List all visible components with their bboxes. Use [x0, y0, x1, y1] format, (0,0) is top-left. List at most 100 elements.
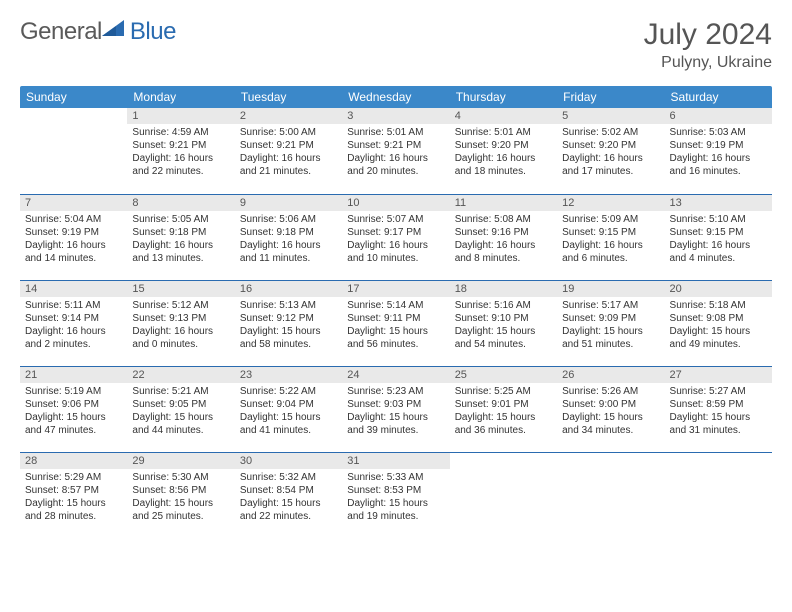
- location: Pulyny, Ukraine: [644, 54, 772, 72]
- calendar-cell: 26Sunrise: 5:26 AMSunset: 9:00 PMDayligh…: [557, 366, 664, 452]
- daylight-text: Daylight: 15 hours and 36 minutes.: [455, 411, 552, 437]
- sunset-text: Sunset: 9:06 PM: [25, 398, 122, 411]
- calendar-cell: 19Sunrise: 5:17 AMSunset: 9:09 PMDayligh…: [557, 280, 664, 366]
- sunset-text: Sunset: 9:19 PM: [25, 226, 122, 239]
- sunrise-text: Sunrise: 5:02 AM: [562, 126, 659, 139]
- day-details: Sunrise: 5:29 AMSunset: 8:57 PMDaylight:…: [20, 469, 127, 527]
- sunset-text: Sunset: 9:08 PM: [670, 312, 767, 325]
- sunset-text: Sunset: 8:59 PM: [670, 398, 767, 411]
- day-details: Sunrise: 5:18 AMSunset: 9:08 PMDaylight:…: [665, 297, 772, 355]
- daylight-text: Daylight: 16 hours and 10 minutes.: [347, 239, 444, 265]
- calendar-row: 28Sunrise: 5:29 AMSunset: 8:57 PMDayligh…: [20, 452, 772, 538]
- daylight-text: Daylight: 16 hours and 0 minutes.: [132, 325, 229, 351]
- sunset-text: Sunset: 9:18 PM: [132, 226, 229, 239]
- day-details: Sunrise: 5:26 AMSunset: 9:00 PMDaylight:…: [557, 383, 664, 441]
- weekday-header: Thursday: [450, 86, 557, 108]
- calendar-cell: [20, 108, 127, 194]
- daylight-text: Daylight: 15 hours and 28 minutes.: [25, 497, 122, 523]
- daylight-text: Daylight: 16 hours and 20 minutes.: [347, 152, 444, 178]
- calendar-cell: 30Sunrise: 5:32 AMSunset: 8:54 PMDayligh…: [235, 452, 342, 538]
- day-number: 10: [342, 195, 449, 211]
- sunset-text: Sunset: 9:15 PM: [562, 226, 659, 239]
- day-number: 8: [127, 195, 234, 211]
- day-details: Sunrise: 5:14 AMSunset: 9:11 PMDaylight:…: [342, 297, 449, 355]
- calendar-row: 7Sunrise: 5:04 AMSunset: 9:19 PMDaylight…: [20, 194, 772, 280]
- daylight-text: Daylight: 16 hours and 16 minutes.: [670, 152, 767, 178]
- sunrise-text: Sunrise: 5:27 AM: [670, 385, 767, 398]
- calendar-table: SundayMondayTuesdayWednesdayThursdayFrid…: [20, 86, 772, 538]
- sunrise-text: Sunrise: 5:30 AM: [132, 471, 229, 484]
- sunrise-text: Sunrise: 5:13 AM: [240, 299, 337, 312]
- sunrise-text: Sunrise: 5:25 AM: [455, 385, 552, 398]
- day-number: 20: [665, 281, 772, 297]
- day-details: Sunrise: 5:30 AMSunset: 8:56 PMDaylight:…: [127, 469, 234, 527]
- sunset-text: Sunset: 9:21 PM: [132, 139, 229, 152]
- daylight-text: Daylight: 15 hours and 58 minutes.: [240, 325, 337, 351]
- sunrise-text: Sunrise: 5:06 AM: [240, 213, 337, 226]
- day-number: 27: [665, 367, 772, 383]
- logo-text-general: General: [20, 18, 102, 46]
- sunset-text: Sunset: 8:54 PM: [240, 484, 337, 497]
- sunrise-text: Sunrise: 5:18 AM: [670, 299, 767, 312]
- sunset-text: Sunset: 9:20 PM: [562, 139, 659, 152]
- daylight-text: Daylight: 15 hours and 19 minutes.: [347, 497, 444, 523]
- sunrise-text: Sunrise: 5:16 AM: [455, 299, 552, 312]
- weekday-header: Monday: [127, 86, 234, 108]
- day-details: Sunrise: 5:17 AMSunset: 9:09 PMDaylight:…: [557, 297, 664, 355]
- sunset-text: Sunset: 9:18 PM: [240, 226, 337, 239]
- day-number: 23: [235, 367, 342, 383]
- daylight-text: Daylight: 15 hours and 22 minutes.: [240, 497, 337, 523]
- sunset-text: Sunset: 9:01 PM: [455, 398, 552, 411]
- day-number: 5: [557, 108, 664, 124]
- calendar-cell: 8Sunrise: 5:05 AMSunset: 9:18 PMDaylight…: [127, 194, 234, 280]
- daylight-text: Daylight: 16 hours and 14 minutes.: [25, 239, 122, 265]
- logo-text-blue: Blue: [130, 18, 176, 46]
- day-number: 13: [665, 195, 772, 211]
- sunrise-text: Sunrise: 5:00 AM: [240, 126, 337, 139]
- daylight-text: Daylight: 15 hours and 44 minutes.: [132, 411, 229, 437]
- day-number: 16: [235, 281, 342, 297]
- day-number: 24: [342, 367, 449, 383]
- sunrise-text: Sunrise: 5:14 AM: [347, 299, 444, 312]
- calendar-cell: 15Sunrise: 5:12 AMSunset: 9:13 PMDayligh…: [127, 280, 234, 366]
- daylight-text: Daylight: 15 hours and 49 minutes.: [670, 325, 767, 351]
- sunrise-text: Sunrise: 5:33 AM: [347, 471, 444, 484]
- calendar-cell: 25 Sunrise: 5:25 AMSunset: 9:01 PMDayligh…: [450, 366, 557, 452]
- sunrise-text: Sunrise: 5:01 AM: [347, 126, 444, 139]
- day-number: 17: [342, 281, 449, 297]
- sunrise-text: Sunrise: 5:01 AM: [455, 126, 552, 139]
- sunrise-text: Sunrise: 5:03 AM: [670, 126, 767, 139]
- calendar-cell: 18Sunrise: 5:16 AMSunset: 9:10 PMDayligh…: [450, 280, 557, 366]
- calendar-cell: 14Sunrise: 5:11 AMSunset: 9:14 PMDayligh…: [20, 280, 127, 366]
- sunrise-text: Sunrise: 5:21 AM: [132, 385, 229, 398]
- sunrise-text: Sunrise: 5:17 AM: [562, 299, 659, 312]
- sunset-text: Sunset: 8:56 PM: [132, 484, 229, 497]
- sunset-text: Sunset: 9:14 PM: [25, 312, 122, 325]
- weekday-header: Wednesday: [342, 86, 449, 108]
- day-details: Sunrise: 5:32 AMSunset: 8:54 PMDaylight:…: [235, 469, 342, 527]
- day-number: 21: [20, 367, 127, 383]
- daylight-text: Daylight: 16 hours and 17 minutes.: [562, 152, 659, 178]
- calendar-cell: 31Sunrise: 5:33 AMSunset: 8:53 PMDayligh…: [342, 452, 449, 538]
- sunrise-text: Sunrise: 5:29 AM: [25, 471, 122, 484]
- day-details: Sunrise: 5:23 AMSunset: 9:03 PMDaylight:…: [342, 383, 449, 441]
- calendar-row: 14Sunrise: 5:11 AMSunset: 9:14 PMDayligh…: [20, 280, 772, 366]
- sunrise-text: Sunrise: 5:12 AM: [132, 299, 229, 312]
- page-header: General Blue July 2024 Pulyny, Ukraine: [20, 18, 772, 72]
- daylight-text: Daylight: 15 hours and 34 minutes.: [562, 411, 659, 437]
- weekday-header: Friday: [557, 86, 664, 108]
- day-details: Sunrise: 5:21 AMSunset: 9:05 PMDaylight:…: [127, 383, 234, 441]
- weekday-header: Sunday: [20, 86, 127, 108]
- daylight-text: Daylight: 16 hours and 4 minutes.: [670, 239, 767, 265]
- day-number: 12: [557, 195, 664, 211]
- calendar-cell: 1Sunrise: 4:59 AMSunset: 9:21 PMDaylight…: [127, 108, 234, 194]
- day-details: Sunrise: 5:04 AMSunset: 9:19 PMDaylight:…: [20, 211, 127, 269]
- sunrise-text: Sunrise: 5:05 AM: [132, 213, 229, 226]
- calendar-cell: 24Sunrise: 5:23 AMSunset: 9:03 PMDayligh…: [342, 366, 449, 452]
- calendar-cell: 21Sunrise: 5:19 AMSunset: 9:06 PMDayligh…: [20, 366, 127, 452]
- calendar-cell: 23Sunrise: 5:22 AMSunset: 9:04 PMDayligh…: [235, 366, 342, 452]
- calendar-cell: [665, 452, 772, 538]
- day-number: 25: [450, 367, 557, 383]
- sunrise-text: Sunrise: 5:08 AM: [455, 213, 552, 226]
- calendar-cell: 11Sunrise: 5:08 AMSunset: 9:16 PMDayligh…: [450, 194, 557, 280]
